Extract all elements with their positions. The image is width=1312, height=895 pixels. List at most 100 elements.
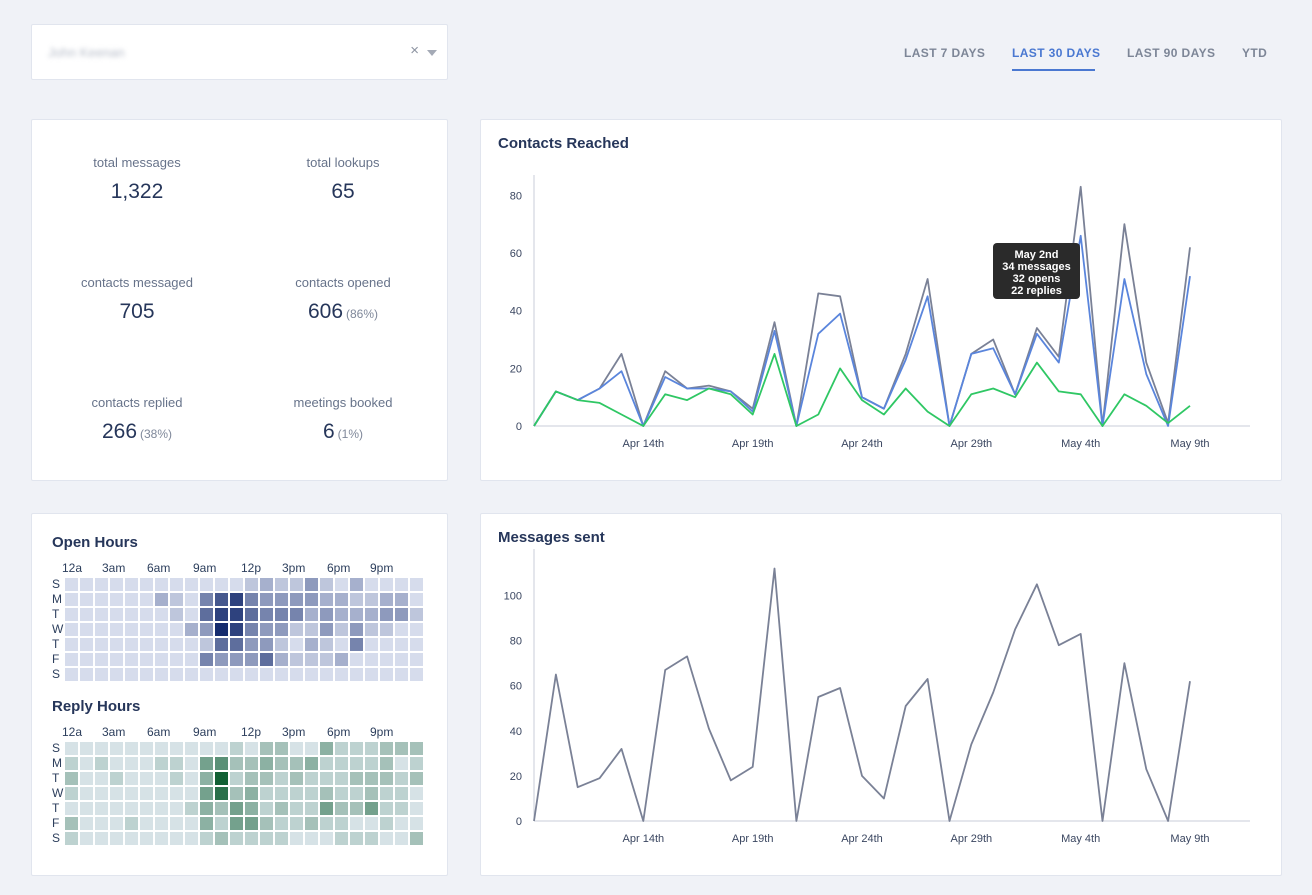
heatmap-cell[interactable]	[199, 771, 214, 786]
tab-last-90-days[interactable]: LAST 90 DAYS	[1127, 46, 1216, 60]
heatmap-cell[interactable]	[169, 801, 184, 816]
heatmap-cell[interactable]	[409, 622, 424, 637]
heatmap-cell[interactable]	[289, 771, 304, 786]
heatmap-cell[interactable]	[64, 637, 79, 652]
heatmap-cell[interactable]	[79, 786, 94, 801]
heatmap-cell[interactable]	[139, 667, 154, 682]
heatmap-cell[interactable]	[94, 577, 109, 592]
heatmap-cell[interactable]	[259, 592, 274, 607]
heatmap-cell[interactable]	[124, 607, 139, 622]
heatmap-cell[interactable]	[394, 816, 409, 831]
heatmap-cell[interactable]	[379, 756, 394, 771]
heatmap-cell[interactable]	[169, 831, 184, 846]
heatmap-cell[interactable]	[304, 667, 319, 682]
heatmap-cell[interactable]	[334, 816, 349, 831]
heatmap-cell[interactable]	[169, 607, 184, 622]
heatmap-cell[interactable]	[109, 652, 124, 667]
heatmap-cell[interactable]	[64, 652, 79, 667]
heatmap-cell[interactable]	[169, 756, 184, 771]
heatmap-cell[interactable]	[259, 652, 274, 667]
heatmap-cell[interactable]	[139, 756, 154, 771]
heatmap-cell[interactable]	[214, 637, 229, 652]
heatmap-cell[interactable]	[124, 592, 139, 607]
heatmap-cell[interactable]	[184, 577, 199, 592]
heatmap-cell[interactable]	[289, 801, 304, 816]
heatmap-cell[interactable]	[289, 592, 304, 607]
heatmap-cell[interactable]	[214, 577, 229, 592]
heatmap-cell[interactable]	[109, 756, 124, 771]
heatmap-cell[interactable]	[304, 741, 319, 756]
heatmap-cell[interactable]	[229, 816, 244, 831]
heatmap-cell[interactable]	[64, 831, 79, 846]
heatmap-cell[interactable]	[94, 786, 109, 801]
heatmap-cell[interactable]	[334, 771, 349, 786]
heatmap-cell[interactable]	[349, 637, 364, 652]
heatmap-cell[interactable]	[64, 801, 79, 816]
heatmap-cell[interactable]	[79, 592, 94, 607]
heatmap-cell[interactable]	[244, 607, 259, 622]
heatmap-cell[interactable]	[394, 771, 409, 786]
heatmap-cell[interactable]	[79, 831, 94, 846]
heatmap-cell[interactable]	[244, 637, 259, 652]
heatmap-cell[interactable]	[394, 756, 409, 771]
heatmap-cell[interactable]	[154, 652, 169, 667]
heatmap-cell[interactable]	[274, 652, 289, 667]
heatmap-cell[interactable]	[409, 816, 424, 831]
heatmap-cell[interactable]	[229, 607, 244, 622]
heatmap-cell[interactable]	[409, 741, 424, 756]
heatmap-cell[interactable]	[244, 741, 259, 756]
heatmap-cell[interactable]	[349, 607, 364, 622]
heatmap-cell[interactable]	[394, 741, 409, 756]
heatmap-cell[interactable]	[394, 831, 409, 846]
heatmap-cell[interactable]	[64, 756, 79, 771]
heatmap-cell[interactable]	[139, 622, 154, 637]
heatmap-cell[interactable]	[259, 667, 274, 682]
heatmap-cell[interactable]	[184, 652, 199, 667]
heatmap-cell[interactable]	[304, 592, 319, 607]
heatmap-cell[interactable]	[259, 816, 274, 831]
heatmap-cell[interactable]	[259, 831, 274, 846]
heatmap-cell[interactable]	[64, 771, 79, 786]
heatmap-cell[interactable]	[124, 816, 139, 831]
heatmap-cell[interactable]	[109, 741, 124, 756]
heatmap-cell[interactable]	[94, 652, 109, 667]
heatmap-cell[interactable]	[244, 622, 259, 637]
heatmap-cell[interactable]	[244, 652, 259, 667]
heatmap-cell[interactable]	[214, 801, 229, 816]
heatmap-cell[interactable]	[214, 816, 229, 831]
heatmap-cell[interactable]	[364, 577, 379, 592]
series-line-1[interactable]	[533, 234, 1191, 427]
heatmap-cell[interactable]	[124, 831, 139, 846]
heatmap-cell[interactable]	[154, 801, 169, 816]
heatmap-cell[interactable]	[229, 771, 244, 786]
heatmap-cell[interactable]	[319, 607, 334, 622]
heatmap-cell[interactable]	[319, 741, 334, 756]
heatmap-cell[interactable]	[379, 592, 394, 607]
heatmap-cell[interactable]	[364, 831, 379, 846]
heatmap-cell[interactable]	[94, 637, 109, 652]
heatmap-cell[interactable]	[259, 622, 274, 637]
heatmap-cell[interactable]	[109, 592, 124, 607]
clear-selection-icon[interactable]: ×	[410, 42, 419, 59]
heatmap-cell[interactable]	[304, 652, 319, 667]
heatmap-cell[interactable]	[184, 801, 199, 816]
heatmap-cell[interactable]	[289, 756, 304, 771]
heatmap-cell[interactable]	[214, 831, 229, 846]
heatmap-cell[interactable]	[154, 756, 169, 771]
heatmap-cell[interactable]	[319, 637, 334, 652]
heatmap-cell[interactable]	[184, 771, 199, 786]
heatmap-cell[interactable]	[169, 741, 184, 756]
heatmap-cell[interactable]	[229, 756, 244, 771]
heatmap-cell[interactable]	[229, 741, 244, 756]
heatmap-cell[interactable]	[214, 741, 229, 756]
heatmap-cell[interactable]	[199, 801, 214, 816]
heatmap-cell[interactable]	[304, 756, 319, 771]
heatmap-cell[interactable]	[394, 786, 409, 801]
heatmap-cell[interactable]	[274, 592, 289, 607]
heatmap-cell[interactable]	[64, 816, 79, 831]
heatmap-cell[interactable]	[259, 577, 274, 592]
heatmap-cell[interactable]	[259, 741, 274, 756]
heatmap-cell[interactable]	[79, 622, 94, 637]
heatmap-cell[interactable]	[409, 607, 424, 622]
heatmap-cell[interactable]	[244, 801, 259, 816]
